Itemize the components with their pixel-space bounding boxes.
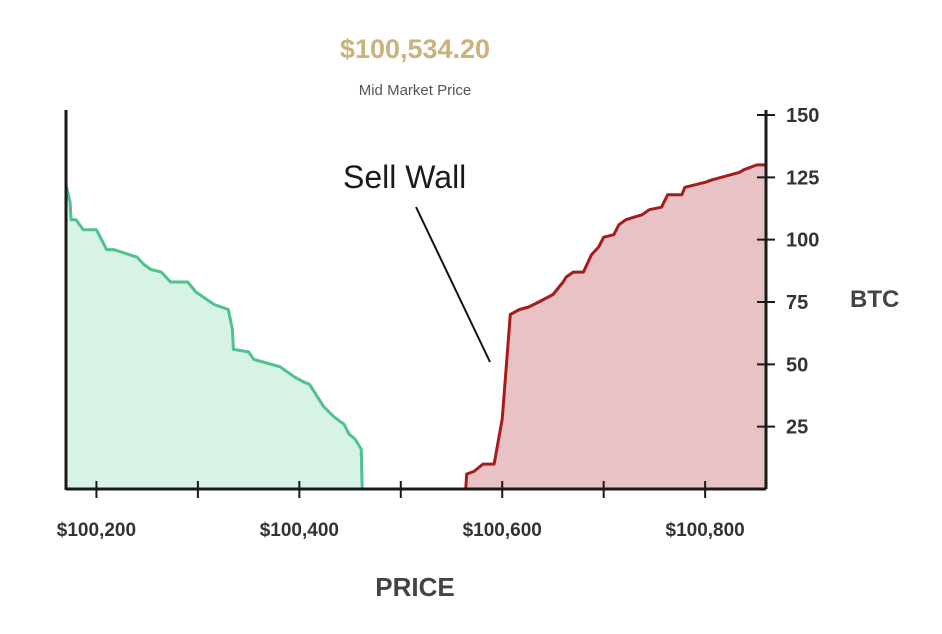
depth-areas	[64, 163, 766, 490]
x-tick-label: $100,200	[57, 520, 136, 541]
y-tick-label: 75	[786, 292, 808, 314]
sell-wall-annotation: Sell Wall	[343, 159, 467, 195]
mid-market-price-value: $100,534.20	[339, 34, 491, 64]
y-tick-label: 25	[786, 417, 808, 439]
y-tick-label: 125	[786, 167, 819, 189]
chart-axes: $100,200 $100,400 $100,600 $100,800 25 50 75 10…	[57, 105, 820, 541]
sell-wall-pointer-line	[415, 206, 491, 363]
mid-market-price-label: Mid Market Price	[358, 82, 472, 99]
y-tick-label: 50	[786, 354, 808, 376]
x-axis-title: PRICE	[375, 572, 455, 602]
y-tick-label: 150	[786, 105, 819, 127]
x-tick-label: $100,800	[666, 520, 745, 541]
x-tick-label: $100,400	[260, 520, 339, 541]
bid-depth-line	[64, 184, 364, 490]
ask-depth-line	[464, 163, 766, 490]
bid-depth-area	[66, 184, 363, 490]
x-tick-label: $100,600	[463, 520, 542, 541]
y-axis-unit-label: BTC	[850, 286, 900, 313]
y-tick-label: 100	[786, 230, 819, 252]
annotation-layer	[415, 206, 491, 363]
ask-depth-area	[465, 164, 766, 489]
